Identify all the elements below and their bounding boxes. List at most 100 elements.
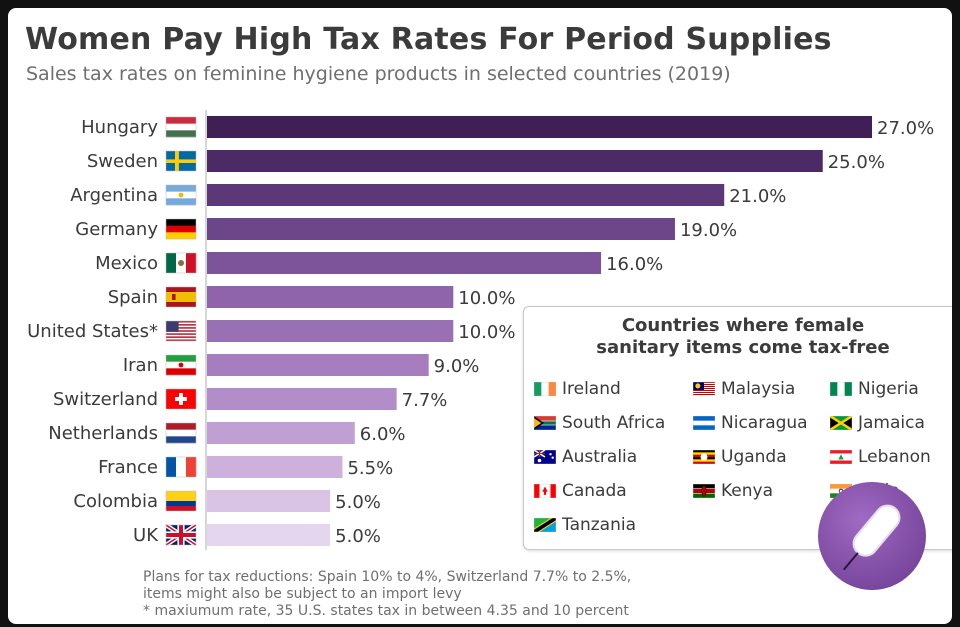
footnote-line2: items might also be subject to an import… <box>143 586 462 602</box>
category-label-france: France <box>98 457 158 478</box>
category-label-spain: Spain <box>108 287 158 308</box>
value-label-netherlands: 6.0% <box>360 424 406 445</box>
bar-france <box>207 456 343 478</box>
bar-chart: Hungary 27.0% Sweden 25.0% Argentina 21.0% Ger… <box>27 110 934 550</box>
bar-colombia <box>207 490 331 512</box>
legend-item-nicaragua: Nicaragua <box>693 411 808 435</box>
category-label-sweden: Sweden <box>87 151 158 172</box>
category-label-uk: UK <box>133 525 159 546</box>
legend-item-label: Tanzania <box>562 515 637 535</box>
value-label-spain: 10.0% <box>458 288 515 309</box>
legend-item-label: Canada <box>562 481 627 501</box>
flag-icon-mexico <box>165 252 197 274</box>
flag-icon-argentina <box>165 184 197 206</box>
footnote: Plans for tax reductions: Spain 10% to 4… <box>143 569 631 620</box>
bar-sweden <box>207 150 823 172</box>
legend-item-label: Jamaica <box>858 413 925 433</box>
legend-title-line1: Countries where female <box>621 315 865 336</box>
category-label-germany: Germany <box>75 219 158 240</box>
legend-item-label: Kenya <box>721 481 774 501</box>
bar-netherlands <box>207 422 355 444</box>
flag-icon-united-states <box>165 320 197 342</box>
flag-icon-canada <box>534 484 556 498</box>
flag-icon-uganda <box>693 450 715 464</box>
legend-item-label: South Africa <box>562 413 666 433</box>
legend-item-label: Nicaragua <box>721 413 808 433</box>
category-label-mexico: Mexico <box>95 253 158 274</box>
flag-icon-hungary <box>165 116 197 138</box>
tampon-icon <box>818 482 926 590</box>
bar-united-states <box>207 320 454 342</box>
legend-item-malaysia: Malaysia <box>693 377 795 401</box>
flag-icon-switzerland <box>165 388 197 410</box>
legend-item-uganda: Uganda <box>693 445 787 469</box>
chart-title: Women Pay High Tax Rates For Period Supp… <box>25 22 832 57</box>
flag-icon-iran <box>165 354 197 376</box>
flag-icon-sweden <box>165 150 197 172</box>
legend-item-south-africa: South Africa <box>534 411 665 435</box>
legend-item-australia: Australia <box>534 445 637 469</box>
legend-item-jamaica: Jamaica <box>830 411 925 435</box>
bar-iran <box>207 354 429 376</box>
flag-icon-nicaragua <box>693 416 715 430</box>
flag-icon-lebanon <box>830 450 852 464</box>
legend-item-label: Australia <box>562 447 638 467</box>
flag-icon-spain <box>165 286 197 308</box>
footnote-line3: * maxiumum rate, 35 U.S. states tax in b… <box>143 603 629 619</box>
flag-icon-uk <box>164 523 198 547</box>
value-label-mexico: 16.0% <box>606 254 663 275</box>
flag-icon-colombia <box>165 490 197 512</box>
bar-hungary <box>207 116 872 138</box>
category-label-united-states: United States* <box>27 321 158 342</box>
footnote-line1: Plans for tax reductions: Spain 10% to 4… <box>143 569 632 585</box>
value-label-colombia: 5.0% <box>335 492 381 513</box>
flag-icon-south-africa <box>534 416 556 430</box>
category-label-netherlands: Netherlands <box>48 423 158 444</box>
flag-icon-netherlands <box>165 422 197 444</box>
bar-switzerland <box>207 388 397 410</box>
legend-item-nigeria: Nigeria <box>830 377 919 401</box>
value-label-france: 5.5% <box>347 458 393 479</box>
category-label-hungary: Hungary <box>81 117 158 138</box>
flag-icon-tanzania <box>534 518 556 532</box>
value-label-iran: 9.0% <box>434 356 480 377</box>
category-label-argentina: Argentina <box>70 185 158 206</box>
bar-spain <box>207 286 454 308</box>
flag-icon-malaysia <box>693 382 715 396</box>
legend-title-line2: sanitary items come tax-free <box>596 337 890 358</box>
legend-item-label: Lebanon <box>858 447 931 467</box>
tax-free-legend: Countries where female sanitary items co… <box>523 306 952 550</box>
flag-icon-kenya <box>693 484 715 498</box>
bar-argentina <box>207 184 725 206</box>
value-label-sweden: 25.0% <box>828 152 885 173</box>
flag-icon-jamaica <box>830 416 852 430</box>
legend-item-lebanon: Lebanon <box>830 445 931 469</box>
legend-item-label: Uganda <box>721 447 787 467</box>
bar-germany <box>207 218 675 240</box>
legend-item-label: Ireland <box>562 379 621 399</box>
legend-item-label: Malaysia <box>721 379 796 399</box>
category-label-colombia: Colombia <box>73 491 158 512</box>
category-label-iran: Iran <box>123 355 158 376</box>
flag-icon-australia <box>534 450 556 464</box>
value-label-uk: 5.0% <box>335 526 381 547</box>
value-label-united-states: 10.0% <box>458 322 515 343</box>
infographic-card: Women Pay High Tax Rates For Period Supp… <box>8 8 952 624</box>
category-label-switzerland: Switzerland <box>53 389 158 410</box>
flag-icon-ireland <box>534 382 556 396</box>
legend-item-kenya: Kenya <box>693 479 773 503</box>
legend-item-ireland: Ireland <box>534 377 621 401</box>
value-label-hungary: 27.0% <box>877 118 934 139</box>
flag-icon-france <box>165 456 197 478</box>
legend-item-canada: Canada <box>534 479 627 503</box>
bar-mexico <box>207 252 602 274</box>
flag-icon-nigeria <box>830 382 852 396</box>
flag-icon-germany <box>165 218 197 240</box>
legend-title: Countries where female sanitary items co… <box>524 315 952 359</box>
legend-item-label: Nigeria <box>858 379 919 399</box>
value-label-switzerland: 7.7% <box>402 390 448 411</box>
legend-item-tanzania: Tanzania <box>534 513 636 537</box>
value-label-argentina: 21.0% <box>729 186 786 207</box>
bar-uk <box>207 524 331 546</box>
chart-subtitle: Sales tax rates on feminine hygiene prod… <box>26 63 731 85</box>
